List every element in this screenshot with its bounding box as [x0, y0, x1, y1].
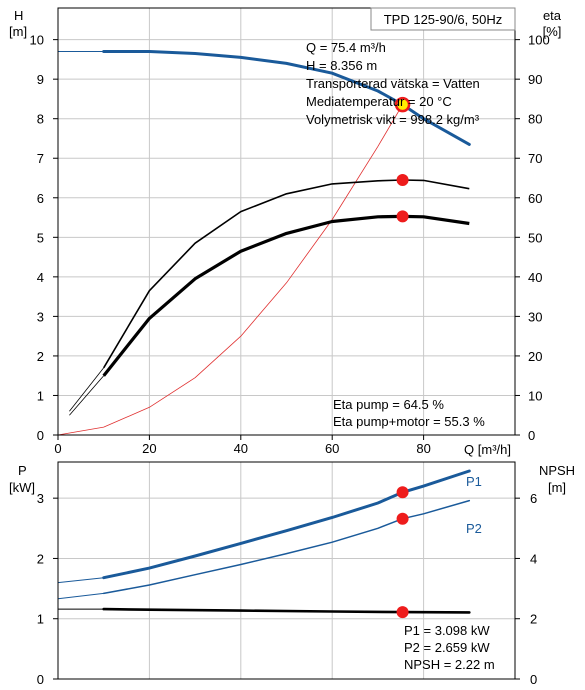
- bottom-left-axis-label-2: [kW]: [9, 480, 35, 495]
- info-eta-pump: Eta pump = 64.5 %: [333, 397, 444, 412]
- top-y-right-tick-label-10: 10: [528, 388, 542, 403]
- bottom-y-right-tick-label-2: 2: [530, 612, 537, 627]
- top-left-axis-label-1: H: [14, 8, 23, 23]
- series-label-p2: P2: [466, 521, 482, 536]
- bottom-y-left-tick-label-3: 3: [37, 491, 44, 506]
- bottom-y-right-tick-label-4: 4: [530, 551, 537, 566]
- bottom-plot-frame: [57, 461, 516, 680]
- x-axis-label: Q [m³/h]: [464, 442, 511, 457]
- series-label-p1: P1: [466, 474, 482, 489]
- top-y-left-tick-label-0: 0: [37, 428, 44, 443]
- top-y-right-tick-label-70: 70: [528, 151, 542, 166]
- top-y-left-tick-label-10: 10: [30, 33, 44, 48]
- top-y-left-tick-label-8: 8: [37, 112, 44, 127]
- eta-pump-curve-extension: [69, 367, 105, 412]
- info-p2: P2 = 2.659 kW: [404, 640, 490, 655]
- top-y-left-tick-label-3: 3: [37, 309, 44, 324]
- top-y-left-tick-label-1: 1: [37, 388, 44, 403]
- info-npsh: NPSH = 2.22 m: [404, 657, 495, 672]
- top-grid: [53, 8, 520, 440]
- top-x-tick-label-0: 0: [54, 441, 61, 456]
- top-y-right-tick-label-100: 100: [528, 33, 550, 48]
- top-y-left-tick-label-5: 5: [37, 230, 44, 245]
- p2-point: [396, 512, 409, 525]
- p2-curve: [102, 499, 471, 595]
- p1-point: [396, 486, 409, 499]
- bottom-y-right-tick-label-0: 0: [530, 672, 537, 687]
- power-info: P1 = 3.098 kW P2 = 2.659 kW NPSH = 2.22 …: [404, 623, 495, 672]
- bottom-y-left-tick-label-1: 1: [37, 612, 44, 627]
- top-y-right-tick-label-60: 60: [528, 191, 542, 206]
- bottom-y-left-tick-label-0: 0: [37, 672, 44, 687]
- bottom-right-axis-label-1: NPSH: [539, 463, 575, 478]
- info-density: Volymetrisk vikt = 998.2 kg/m³: [306, 112, 480, 127]
- eta-pump-curve: [103, 179, 470, 369]
- head-curve: [102, 50, 471, 146]
- bottom-operating-points: [396, 486, 409, 619]
- top-series-group: [57, 50, 471, 436]
- bottom-series-group: [57, 469, 471, 614]
- top-right-axis-label-2: [%]: [543, 24, 562, 39]
- bottom-grid: [53, 462, 520, 680]
- top-y-right-tick-label-20: 20: [528, 349, 542, 364]
- eta-pump-motor-curve-extension: [69, 375, 105, 416]
- top-y-right-tick-label-0: 0: [528, 428, 535, 443]
- top-y-right-tick-label-90: 90: [528, 72, 542, 87]
- top-tick-labels: 0 20 40 60 800123456789100102030405060708090…: [30, 33, 550, 456]
- top-operating-points: [394, 96, 411, 223]
- top-y-right-tick-label-50: 50: [528, 230, 542, 245]
- top-y-left-tick-label-7: 7: [37, 151, 44, 166]
- info-p1: P1 = 3.098 kW: [404, 623, 490, 638]
- top-x-tick-label-20: 20: [142, 441, 156, 456]
- top-plot-frame: [57, 7, 516, 436]
- top-right-axis-label-1: eta: [543, 8, 562, 23]
- eta-pump-point: [396, 173, 409, 186]
- operating-point-info: Q = 75.4 m³/h H = 8.356 m Transporterad …: [306, 40, 480, 127]
- bottom-y-right-tick-label-6: 6: [530, 491, 537, 506]
- npsh-curve: [102, 607, 471, 614]
- chart-title: TPD 125-90/6, 50Hz: [384, 12, 503, 27]
- efficiency-info: Eta pump = 64.5 % Eta pump+motor = 55.3 …: [333, 397, 485, 429]
- info-h: H = 8.356 m: [306, 58, 377, 73]
- top-x-tick-label-60: 60: [325, 441, 339, 456]
- top-y-right-tick-label-80: 80: [528, 112, 542, 127]
- info-temperature: Mediatemperatur = 20 °C: [306, 94, 452, 109]
- eta-pump-motor-point: [396, 210, 409, 223]
- info-q: Q = 75.4 m³/h: [306, 40, 386, 55]
- p2-curve-extension: [57, 592, 104, 600]
- top-left-axis-label-2: [m]: [9, 24, 27, 39]
- top-y-left-tick-label-2: 2: [37, 349, 44, 364]
- top-y-left-tick-label-6: 6: [37, 191, 44, 206]
- p1-curve-extension: [57, 577, 104, 584]
- top-y-right-tick-label-30: 30: [528, 309, 542, 324]
- top-y-right-tick-label-40: 40: [528, 270, 542, 285]
- x-axis-label-bg: [456, 440, 514, 456]
- top-x-tick-label-80: 80: [416, 441, 430, 456]
- top-y-left-tick-label-4: 4: [37, 270, 44, 285]
- bottom-left-axis-label-1: P: [18, 463, 27, 478]
- npsh-point: [396, 606, 409, 619]
- bottom-right-axis-label-2: [m]: [548, 480, 566, 495]
- p1-curve: [102, 469, 471, 580]
- title-box: [370, 7, 516, 31]
- bottom-tick-labels: 0 1 2 3 0 2 4 6: [37, 491, 537, 687]
- top-y-left-tick-label-9: 9: [37, 72, 44, 87]
- top-x-tick-label-40: 40: [234, 441, 248, 456]
- eta-pump-motor-curve: [102, 214, 470, 377]
- duty-point: [394, 96, 411, 113]
- system-curve: [57, 104, 403, 436]
- info-eta-pump-motor: Eta pump+motor = 55.3 %: [333, 414, 485, 429]
- info-fluid: Transporterad vätska = Vatten: [306, 76, 480, 91]
- bottom-y-left-tick-label-2: 2: [37, 551, 44, 566]
